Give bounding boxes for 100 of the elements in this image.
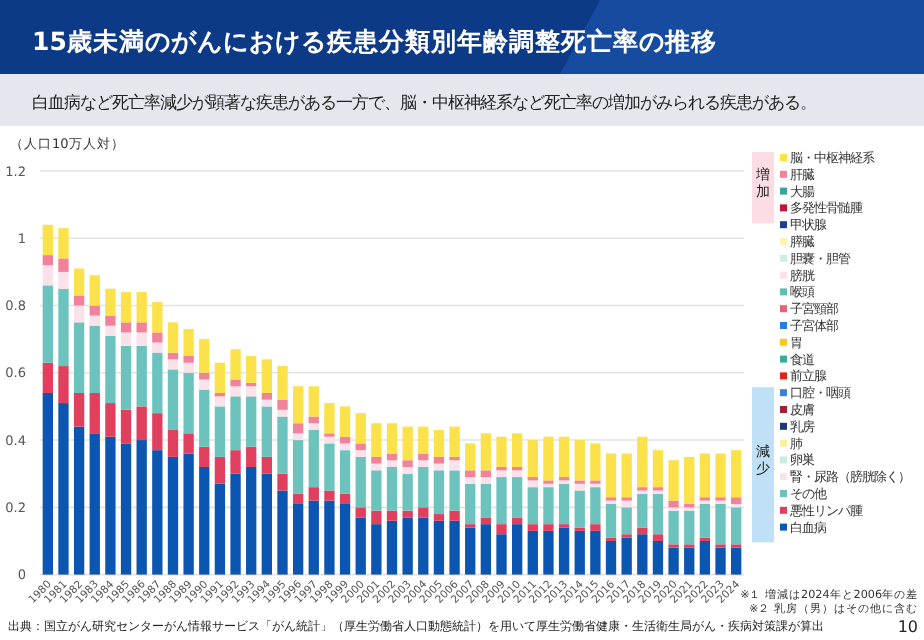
bar — [465, 527, 476, 575]
chart-title: 15歳未満のがんにおける疾患分類別年齢調整死亡率の推移 — [32, 26, 717, 56]
bar — [136, 406, 147, 441]
bar — [308, 429, 319, 488]
bar — [105, 403, 116, 437]
bar — [230, 379, 241, 387]
bar — [621, 453, 632, 498]
bar — [684, 510, 695, 545]
bar — [668, 510, 679, 545]
bar — [89, 325, 100, 393]
bar — [355, 450, 366, 457]
bar — [152, 413, 163, 451]
bar — [308, 500, 319, 575]
bar — [183, 355, 194, 363]
bar — [136, 440, 147, 575]
bar — [246, 396, 257, 447]
bar — [699, 453, 711, 498]
bar — [292, 433, 304, 441]
bar — [214, 396, 226, 407]
bar — [402, 473, 413, 511]
bar — [590, 524, 601, 531]
bar — [324, 500, 335, 575]
bar — [371, 524, 382, 575]
bar — [543, 530, 554, 575]
bar — [339, 406, 351, 437]
bar — [433, 470, 445, 515]
bar — [402, 460, 413, 467]
bar — [58, 228, 69, 259]
bar — [355, 413, 366, 444]
bar — [496, 524, 507, 535]
bar — [715, 503, 726, 545]
bar — [167, 322, 179, 353]
bar — [715, 453, 726, 498]
bar — [543, 524, 554, 531]
bar — [167, 369, 179, 430]
bar — [324, 443, 335, 491]
bar — [42, 265, 53, 286]
bar — [73, 426, 85, 575]
bar — [152, 302, 163, 333]
bar — [246, 446, 257, 467]
bar — [73, 305, 85, 323]
bar — [199, 466, 210, 575]
bar — [574, 483, 585, 491]
bar — [120, 409, 132, 444]
bar — [558, 436, 570, 478]
chart-subtitle: 白血病など死亡率減少が顕著な疾患がある一方で、脳・中枢神経系など死亡率の増加がみられる疾患がある。 — [32, 92, 816, 112]
bar — [277, 473, 288, 491]
bar — [261, 406, 273, 457]
bar — [277, 409, 288, 417]
bar — [42, 255, 53, 266]
bar — [105, 335, 116, 404]
bar — [418, 426, 429, 454]
bar — [183, 329, 194, 356]
bar — [120, 292, 132, 323]
bar — [574, 440, 585, 481]
bar — [58, 288, 69, 367]
bar — [480, 483, 492, 518]
bar — [637, 493, 648, 528]
bar — [308, 487, 319, 501]
bar — [292, 386, 304, 424]
bar — [511, 517, 523, 525]
bar — [199, 372, 210, 380]
bar — [324, 436, 335, 444]
bar — [574, 530, 585, 575]
bar — [214, 456, 226, 484]
bar — [527, 524, 538, 531]
bar — [668, 500, 679, 508]
bar — [402, 466, 413, 474]
bar — [590, 530, 601, 575]
bar — [246, 466, 257, 575]
bar — [355, 456, 366, 508]
bar — [590, 443, 601, 481]
bar — [496, 436, 507, 467]
bar — [433, 429, 445, 457]
bar — [339, 503, 351, 575]
bar — [637, 534, 648, 575]
bar — [511, 477, 523, 518]
bar — [214, 406, 226, 457]
bar — [42, 224, 53, 256]
bar — [715, 547, 726, 575]
bar — [58, 271, 69, 289]
bar — [89, 392, 100, 434]
bar — [292, 503, 304, 575]
bar — [230, 349, 241, 380]
bar — [120, 332, 132, 346]
bar — [246, 355, 257, 383]
bar — [261, 473, 273, 575]
bar — [402, 517, 413, 575]
bar — [105, 436, 116, 575]
bar — [386, 520, 398, 575]
bar — [89, 305, 100, 316]
bar — [199, 339, 210, 373]
bar — [605, 540, 617, 575]
bar — [418, 460, 429, 467]
bar — [543, 436, 554, 481]
bar — [152, 332, 163, 343]
bar — [527, 480, 538, 488]
bar — [42, 285, 53, 363]
bar — [339, 450, 351, 494]
bar — [731, 507, 742, 545]
